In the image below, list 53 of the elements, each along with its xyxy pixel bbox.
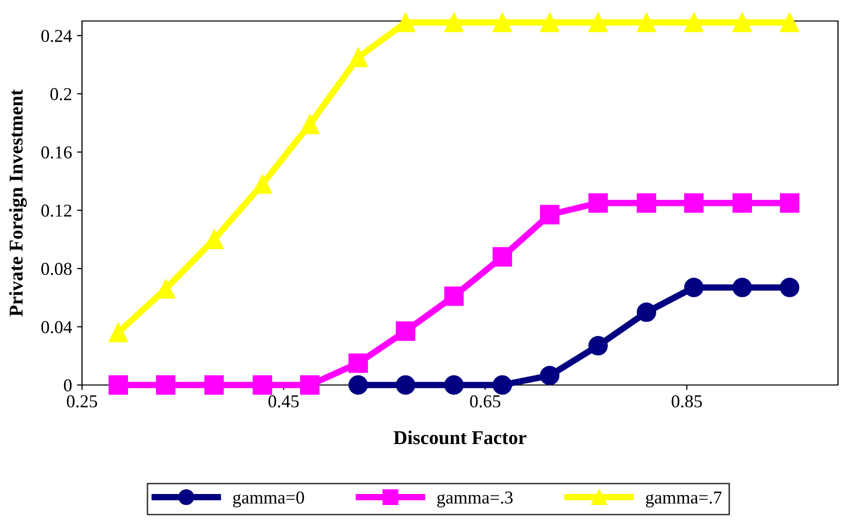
point (588, 336, 608, 356)
point (300, 114, 320, 134)
point (684, 278, 704, 298)
point (732, 12, 752, 32)
point (444, 286, 464, 306)
point (492, 12, 512, 32)
y-tick-label: 0 (64, 379, 72, 392)
point (252, 375, 272, 395)
point (300, 375, 320, 395)
legend-label: gamma=0 (233, 491, 304, 508)
point (732, 278, 752, 298)
point (780, 193, 800, 213)
y-tick-label: 0.08 (41, 262, 72, 276)
y-tick-label: 0.12 (41, 204, 72, 217)
y-tick-label: 0.04 (41, 321, 72, 334)
point (540, 366, 560, 386)
point (108, 375, 128, 395)
point (636, 193, 656, 213)
point (204, 375, 224, 395)
y-tick-label: 0.16 (41, 146, 72, 159)
point (780, 278, 800, 298)
point (348, 375, 368, 395)
point (396, 12, 416, 32)
point (492, 247, 512, 267)
point (588, 12, 608, 32)
y-axis-title: Private Foreign Investment (9, 89, 27, 316)
legend-label: gamma=.3 (437, 492, 513, 508)
point (636, 302, 656, 322)
point (684, 193, 704, 213)
point (684, 12, 704, 32)
point (540, 12, 560, 32)
point (444, 375, 464, 395)
y-tick-label: 0.24 (41, 30, 72, 42)
point (540, 204, 560, 224)
point (588, 193, 608, 213)
point (636, 12, 656, 32)
point (396, 321, 416, 341)
point (348, 48, 368, 68)
point (780, 12, 800, 32)
x-tick-label: 0.85 (672, 395, 702, 408)
point (396, 375, 416, 395)
x-tick-label: 0.45 (268, 395, 299, 408)
point (156, 375, 176, 395)
legend-label: gamma=.7 (646, 492, 722, 508)
point (492, 375, 512, 395)
x-tick-label: 0.25 (66, 395, 98, 408)
point (444, 12, 464, 32)
point (108, 322, 128, 342)
x-tick-label: 0.65 (470, 395, 500, 408)
point (732, 193, 752, 213)
y-tick-label: 0.2 (50, 88, 72, 100)
point (348, 353, 368, 373)
x-axis-title: Discount Factor (394, 430, 526, 444)
